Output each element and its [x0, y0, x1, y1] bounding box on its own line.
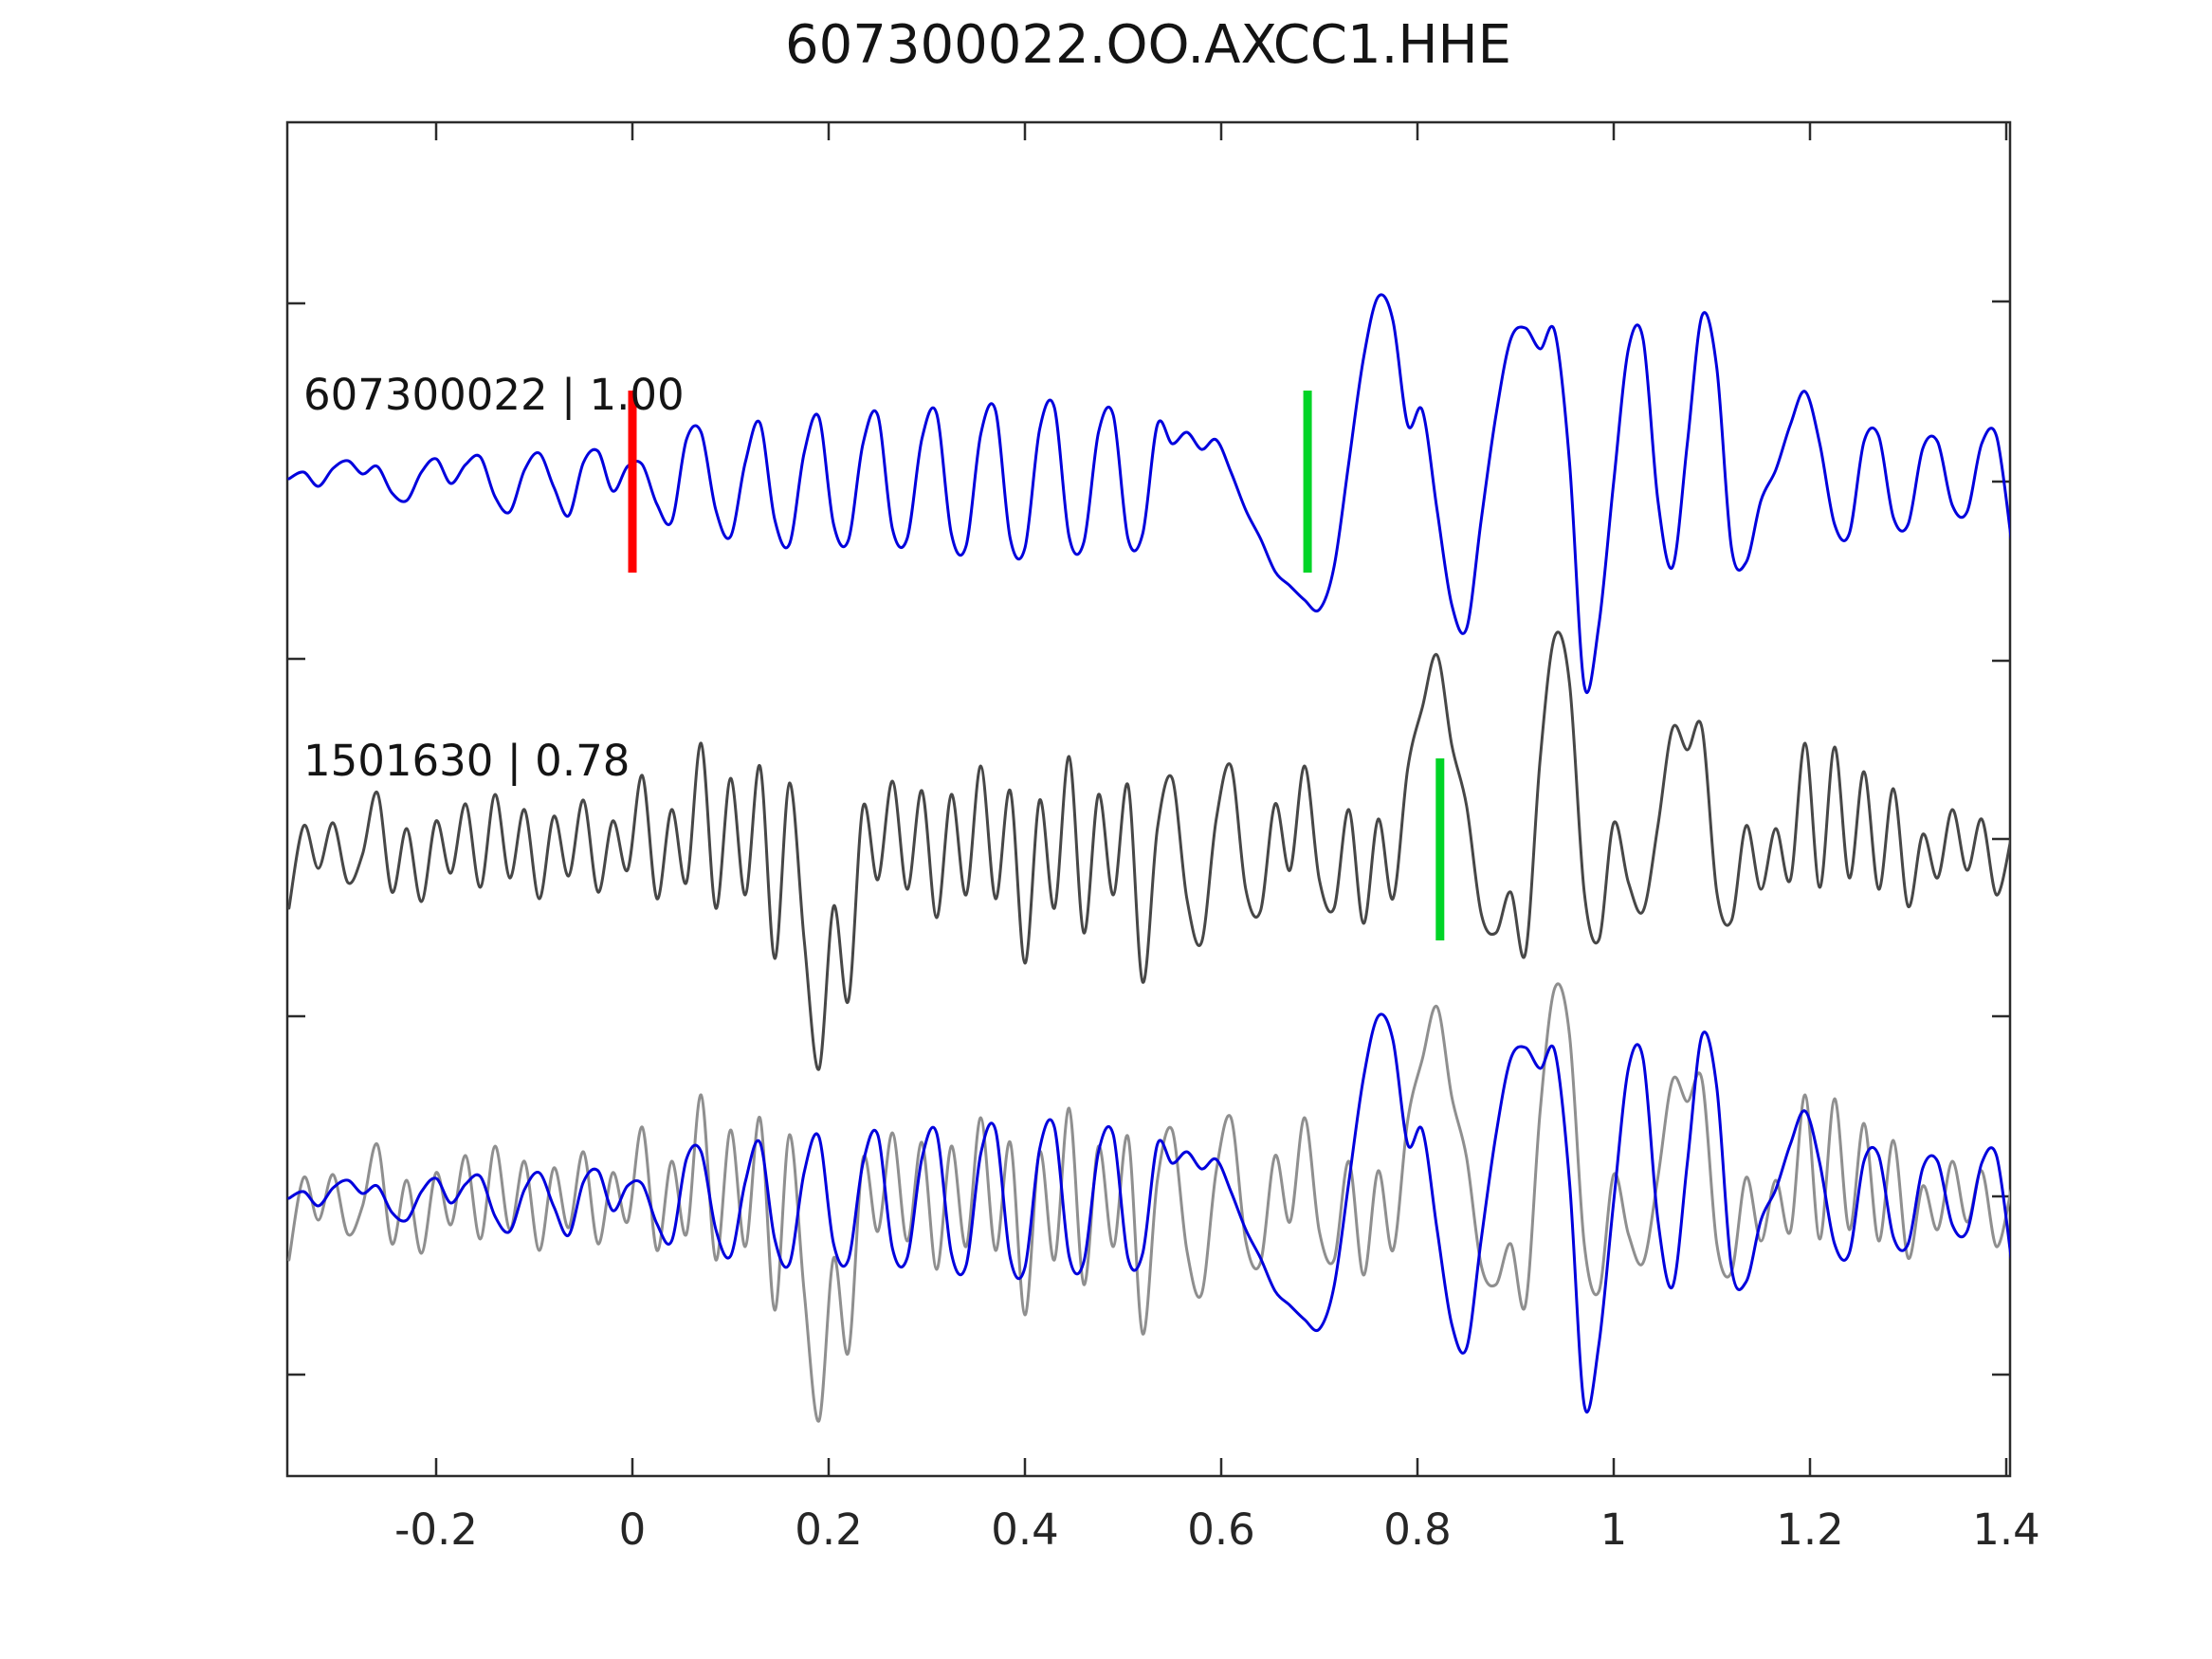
trace-label-template: 607300022 | 1.00 — [303, 370, 685, 420]
x-tick-label: 0 — [619, 1504, 647, 1555]
overlay-trace-blue — [287, 1012, 2010, 1413]
x-tick-labels: -0.2 0 0.2 0.4 0.6 0.8 1 1.2 1.4 — [394, 1504, 2040, 1555]
x-tick-label: 0.6 — [1187, 1504, 1255, 1555]
x-tick-label: 1.2 — [1776, 1504, 1844, 1555]
chart-title: 607300022.OO.AXCC1.HHE — [785, 14, 1511, 76]
x-tick-label: -0.2 — [394, 1504, 478, 1555]
pick-markers — [628, 391, 1445, 940]
trace-detection-gray — [287, 630, 2010, 1071]
trace-template-blue — [287, 293, 2010, 694]
axis-ticks — [287, 122, 2010, 1476]
x-tick-label: 0.8 — [1383, 1504, 1452, 1555]
plot-border — [285, 120, 2012, 1478]
x-tick-label: 0.4 — [991, 1504, 1059, 1555]
x-tick-label: 0.2 — [795, 1504, 863, 1555]
trace-label-detection: 1501630 | 0.78 — [303, 736, 630, 786]
waveform-traces — [287, 293, 2010, 1423]
x-tick-label: 1 — [1600, 1504, 1628, 1555]
x-tick-label: 1.4 — [1972, 1504, 2040, 1555]
